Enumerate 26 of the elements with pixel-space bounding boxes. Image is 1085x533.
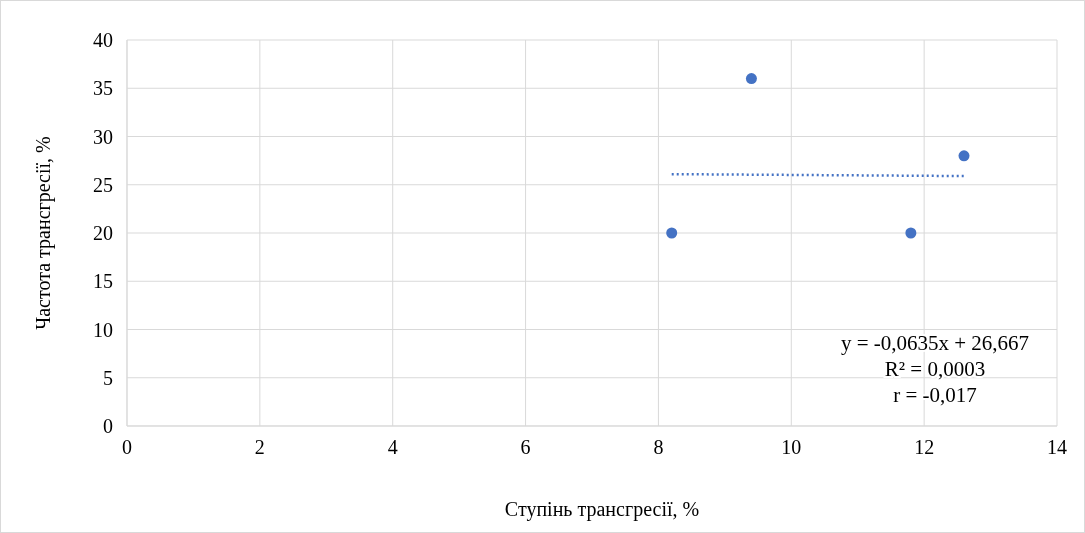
x-tick-label: 0 [122, 436, 132, 458]
point [958, 150, 970, 162]
x-tick-label: 4 [387, 436, 398, 458]
y-tick-label: 35 [93, 77, 113, 100]
x-axis-title: Ступінь трансгресії, % [504, 498, 700, 521]
annotation: y = -0,0635x + 26,667 [840, 331, 1030, 355]
x-tick-label: 8 [653, 436, 664, 458]
annotation: r = -0,017 [893, 383, 977, 407]
y-tick-label: 25 [93, 173, 113, 196]
point [666, 227, 678, 239]
y-tick-label: 20 [93, 222, 113, 244]
y-tick-label: 5 [103, 366, 113, 389]
x-tick-label: 2 [254, 436, 265, 458]
y-axis-title: Частота трансгресії, % [32, 136, 55, 330]
y-tick-label: 30 [93, 125, 113, 148]
x-tick-label: 10 [781, 436, 802, 458]
annotation: R² = 0,0003 [884, 357, 986, 381]
y-tick-label: 15 [93, 270, 113, 293]
x-tick-label: 12 [914, 436, 935, 458]
y-tick-label: 40 [93, 29, 113, 51]
y-tick-label: 10 [93, 318, 113, 341]
x-tick-label: 14 [1047, 436, 1067, 458]
y-tick-label: 0 [103, 415, 113, 437]
x-tick-label: 6 [520, 436, 531, 458]
point [905, 227, 917, 239]
point [745, 73, 757, 85]
